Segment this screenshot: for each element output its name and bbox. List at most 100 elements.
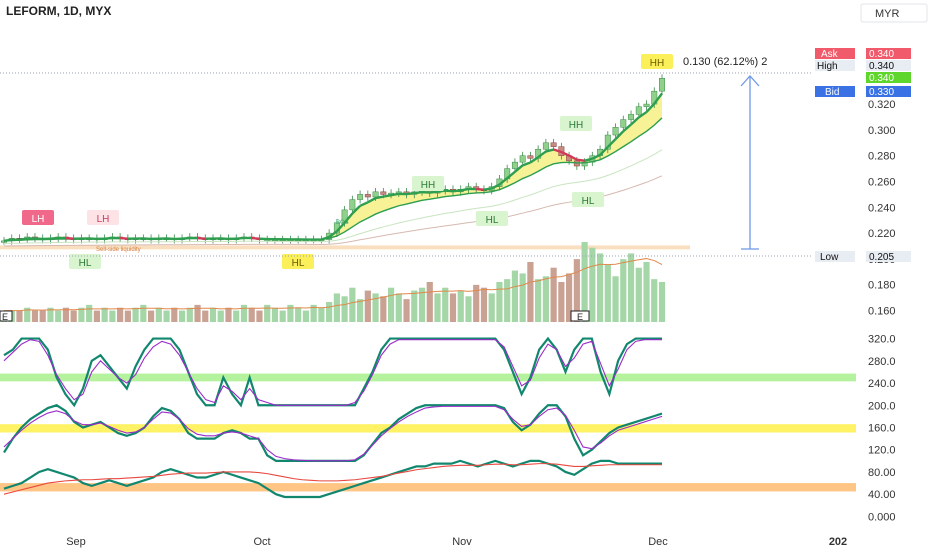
candle-body [520, 156, 525, 162]
small-annotation: BOS [336, 220, 349, 226]
ask-label: Ask [821, 49, 839, 60]
volume-bar [109, 311, 115, 322]
volume-bar [318, 308, 324, 322]
candle-body [543, 143, 548, 149]
volume-bar [342, 296, 348, 322]
ema-fast-segment [476, 189, 484, 190]
volume-bar [427, 282, 433, 322]
volume-bar [334, 293, 340, 322]
volume-bar [597, 253, 603, 322]
volume-bar [465, 296, 471, 322]
volume-bar [194, 305, 200, 322]
volume-bar [365, 291, 371, 322]
volume-bar [295, 308, 301, 322]
volume-bars [1, 242, 665, 322]
oscillator-axis-tick: 120.0 [868, 445, 896, 457]
osc-band-yellow [0, 424, 856, 432]
volume-bar [125, 311, 131, 322]
volume-bar [140, 305, 146, 322]
bid-label: Bid [825, 87, 839, 98]
candle-body [373, 192, 378, 197]
volume-bar [202, 311, 208, 322]
price-axis-tick: 0.320 [868, 99, 896, 111]
volume-bar [458, 291, 464, 322]
volume-bar [256, 311, 262, 322]
volume-bar [504, 279, 510, 322]
time-axis-tick: Nov [452, 536, 472, 548]
candle-body [528, 156, 533, 159]
ema-fast-segment [391, 194, 399, 195]
high-label: High [817, 61, 838, 72]
oscillator-axis-tick: 40.00 [868, 489, 896, 501]
volume-bar [442, 288, 448, 322]
ema-fast-segment [50, 238, 58, 239]
oscillator-axis-tick: 240.0 [868, 378, 896, 390]
volume-bar [620, 259, 626, 322]
swing-label: HH [569, 120, 583, 131]
volume-bar [605, 265, 611, 322]
candle-body [628, 114, 633, 119]
ema-fast-segment [236, 238, 244, 239]
volume-bar [357, 299, 363, 322]
volume-bar [581, 242, 587, 322]
volume-bar [156, 308, 162, 322]
volume-bar [171, 308, 177, 322]
currency-label: MYR [875, 8, 900, 20]
oscillator-line-2 [4, 340, 662, 406]
volume-bar [535, 279, 541, 322]
volume-bar [496, 282, 502, 322]
volume-bar [643, 262, 649, 322]
candle-body [621, 120, 626, 128]
price-axis-tick: 0.220 [868, 228, 896, 240]
candle-body [613, 127, 618, 135]
volume-bar [272, 308, 278, 322]
volume-bar [241, 305, 247, 322]
volume-bar [558, 282, 564, 322]
volume-bar [434, 293, 440, 322]
ema-fast-segment [252, 238, 260, 239]
oscillator-axis-tick: 320.0 [868, 334, 896, 346]
volume-bar [651, 279, 657, 322]
ema-fast-segment [66, 238, 74, 239]
swing-label: LH [97, 214, 110, 225]
volume-bar [225, 308, 231, 322]
swing-label: HH [650, 58, 664, 69]
ask-value: 0.340 [869, 49, 894, 60]
volume-bar [94, 311, 100, 322]
earnings-marker-label: E [577, 312, 583, 322]
volume-bar [218, 311, 224, 322]
volume-bar [628, 253, 634, 322]
ema-fast-segment [19, 239, 27, 240]
volume-bar [16, 311, 22, 322]
earnings-marker-left-label: E [2, 312, 8, 322]
volume-bar [326, 302, 332, 322]
volume-bar [380, 296, 386, 322]
ema-fast-segment [414, 192, 422, 193]
swing-label: HL [292, 258, 305, 269]
volume-bar [249, 308, 255, 322]
last-price-value: 0.340 [869, 73, 894, 84]
time-axis-tick: 202 [829, 536, 847, 548]
candle-body [350, 200, 355, 210]
chart-title: LEFORM, 1D, MYX [6, 4, 111, 18]
ema-fast-segment [430, 192, 438, 193]
ema-fast-segment [407, 193, 415, 194]
candle-body [551, 143, 556, 147]
ema-fast-segment [198, 238, 206, 239]
ema-fast-segment [4, 240, 12, 241]
candle-body [644, 104, 649, 107]
volume-bar [40, 311, 46, 322]
bid-value: 0.330 [869, 87, 894, 98]
volume-bar [55, 311, 61, 322]
ema-fast-segment [376, 197, 384, 198]
volume-bar [543, 276, 549, 322]
oscillator-axis-tick: 280.0 [868, 356, 896, 368]
volume-bar [489, 293, 495, 322]
price-axis-tick: 0.240 [868, 202, 896, 214]
price-axis-tick: 0.160 [868, 306, 896, 318]
oscillator-axis-tick: 160.0 [868, 423, 896, 435]
swing-label: HL [486, 215, 499, 226]
oscillator-axis-tick: 80.00 [868, 467, 896, 479]
price-axis-tick: 0.300 [868, 125, 896, 137]
